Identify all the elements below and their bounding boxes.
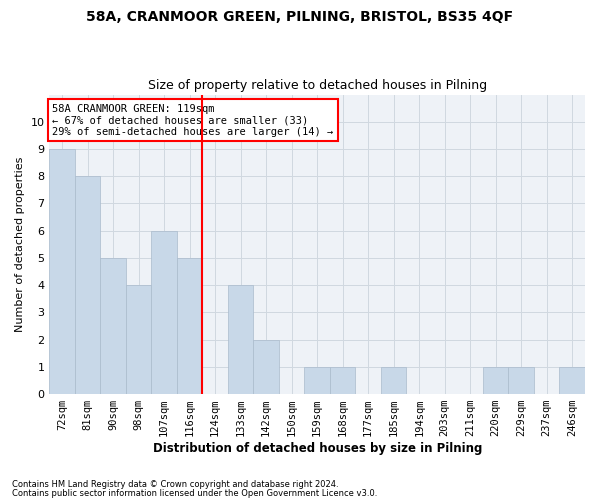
Bar	[381, 367, 406, 394]
Title: Size of property relative to detached houses in Pilning: Size of property relative to detached ho…	[148, 79, 487, 92]
Bar	[483, 367, 508, 394]
Bar	[330, 367, 355, 394]
Text: Contains HM Land Registry data © Crown copyright and database right 2024.: Contains HM Land Registry data © Crown c…	[12, 480, 338, 489]
Bar	[559, 367, 585, 394]
Bar	[49, 149, 75, 394]
Bar	[75, 176, 100, 394]
Bar	[151, 230, 177, 394]
Bar	[100, 258, 126, 394]
Bar	[304, 367, 330, 394]
X-axis label: Distribution of detached houses by size in Pilning: Distribution of detached houses by size …	[152, 442, 482, 455]
Bar	[508, 367, 534, 394]
Text: 58A CRANMOOR GREEN: 119sqm
← 67% of detached houses are smaller (33)
29% of semi: 58A CRANMOOR GREEN: 119sqm ← 67% of deta…	[52, 104, 334, 136]
Text: Contains public sector information licensed under the Open Government Licence v3: Contains public sector information licen…	[12, 488, 377, 498]
Y-axis label: Number of detached properties: Number of detached properties	[15, 156, 25, 332]
Bar	[177, 258, 202, 394]
Bar	[126, 285, 151, 394]
Text: 58A, CRANMOOR GREEN, PILNING, BRISTOL, BS35 4QF: 58A, CRANMOOR GREEN, PILNING, BRISTOL, B…	[86, 10, 514, 24]
Bar	[228, 285, 253, 394]
Bar	[253, 340, 279, 394]
